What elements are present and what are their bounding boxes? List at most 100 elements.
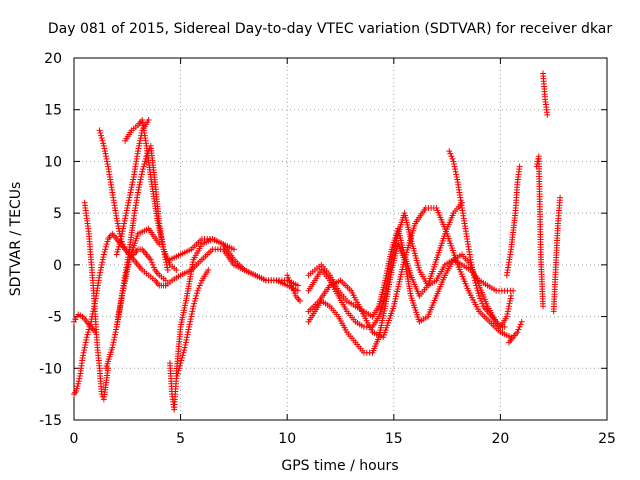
data-point-interp bbox=[135, 186, 142, 193]
data-point-interp bbox=[291, 290, 298, 297]
plot-frame bbox=[73, 57, 608, 421]
data-point-interp bbox=[197, 279, 204, 286]
data-point-interp bbox=[187, 316, 194, 323]
data-point-interp bbox=[124, 202, 131, 209]
data-point-interp bbox=[164, 264, 171, 271]
data-point-interp bbox=[504, 308, 511, 315]
data-point-interp bbox=[505, 305, 512, 312]
data-point-interp bbox=[148, 259, 155, 266]
data-point-interp bbox=[102, 246, 109, 253]
data-point bbox=[113, 215, 120, 222]
data-point-interp bbox=[189, 308, 196, 315]
data-point-interp bbox=[185, 326, 192, 333]
data-point-interp bbox=[76, 373, 83, 380]
x-tick-label: 0 bbox=[70, 431, 79, 447]
data-point bbox=[83, 334, 90, 341]
data-point bbox=[177, 360, 184, 367]
data-point-interp bbox=[114, 248, 121, 255]
series-n bbox=[305, 241, 515, 356]
data-point-interp bbox=[122, 212, 129, 219]
data-point-interp bbox=[82, 342, 89, 349]
x-axis-label: GPS time / hours bbox=[281, 458, 398, 474]
data-point-interp bbox=[290, 287, 297, 294]
x-tick-label: 15 bbox=[385, 431, 403, 447]
data-point bbox=[181, 344, 188, 351]
data-point-interp bbox=[451, 163, 458, 170]
y-tick-label: 20 bbox=[44, 51, 62, 67]
data-point-interp bbox=[193, 290, 200, 297]
data-point-interp bbox=[99, 259, 106, 266]
data-point-interp bbox=[100, 140, 107, 147]
data-point-interp bbox=[84, 331, 91, 338]
data-point bbox=[113, 251, 120, 258]
data-point-interp bbox=[137, 176, 144, 183]
data-point-interp bbox=[118, 230, 125, 237]
data-point-interp bbox=[516, 323, 523, 330]
data-point-interp bbox=[142, 158, 149, 165]
data-point-interp bbox=[188, 310, 195, 317]
data-point bbox=[96, 272, 103, 279]
data-point-interp bbox=[125, 197, 132, 204]
data-point bbox=[117, 236, 124, 242]
y-tick-label: 10 bbox=[44, 154, 62, 170]
data-point bbox=[134, 148, 141, 155]
series-i bbox=[166, 267, 212, 413]
data-point bbox=[476, 292, 483, 299]
data-point-interp bbox=[102, 150, 109, 157]
x-tick-label: 5 bbox=[176, 431, 185, 447]
data-point-interp bbox=[120, 225, 127, 232]
data-point-interp bbox=[103, 155, 110, 162]
data-point-interp bbox=[110, 336, 117, 343]
data-point-interp bbox=[193, 292, 200, 299]
data-point-interp bbox=[183, 336, 190, 343]
data-point-interp bbox=[104, 158, 111, 165]
data-point bbox=[147, 256, 154, 263]
data-point-interp bbox=[97, 267, 104, 274]
data-point bbox=[81, 344, 88, 351]
series-r bbox=[446, 148, 508, 330]
series-e bbox=[102, 225, 163, 372]
data-point-interp bbox=[98, 132, 105, 139]
data-point-interp bbox=[287, 279, 294, 286]
data-point-interp bbox=[506, 300, 513, 307]
data-point bbox=[501, 323, 508, 330]
data-point-interp bbox=[103, 241, 110, 248]
data-point-interp bbox=[116, 241, 123, 248]
series-g bbox=[122, 117, 180, 274]
data-point-interp bbox=[468, 259, 475, 266]
y-axis-label: SDTVAR / TECUs bbox=[8, 182, 24, 297]
data-point bbox=[96, 127, 103, 134]
y-tick-label: 0 bbox=[53, 258, 62, 274]
data-point-interp bbox=[472, 279, 479, 286]
data-point-interp bbox=[104, 238, 111, 245]
data-point-interp bbox=[112, 331, 119, 338]
data-point-interp bbox=[137, 137, 144, 144]
data-point bbox=[162, 277, 169, 284]
data-point-interp bbox=[285, 274, 292, 281]
data-point-interp bbox=[115, 223, 122, 230]
data-point-interp bbox=[140, 163, 147, 170]
chart-title: Day 081 of 2015, Sidereal Day-to-day VTE… bbox=[48, 21, 613, 37]
data-point-interp bbox=[98, 264, 105, 271]
data-point bbox=[471, 277, 478, 284]
data-point-interp bbox=[195, 285, 202, 292]
data-point-interp bbox=[505, 303, 512, 310]
data-point-interp bbox=[454, 176, 461, 183]
data-point-interp bbox=[136, 142, 143, 149]
series-w bbox=[550, 194, 564, 315]
data-point-interp bbox=[128, 184, 135, 191]
data-point-interp bbox=[452, 168, 459, 175]
data-point bbox=[75, 380, 82, 387]
data-point-interp bbox=[179, 354, 186, 361]
data-point-interp bbox=[474, 287, 481, 294]
data-point bbox=[288, 282, 295, 289]
data-point-interp bbox=[112, 329, 119, 336]
data-point-interp bbox=[115, 246, 122, 253]
data-point-interp bbox=[185, 329, 192, 336]
data-point-interp bbox=[127, 189, 134, 196]
data-point bbox=[230, 246, 237, 253]
data-point bbox=[190, 303, 197, 310]
data-point bbox=[540, 303, 547, 310]
data-point-interp bbox=[473, 285, 480, 292]
